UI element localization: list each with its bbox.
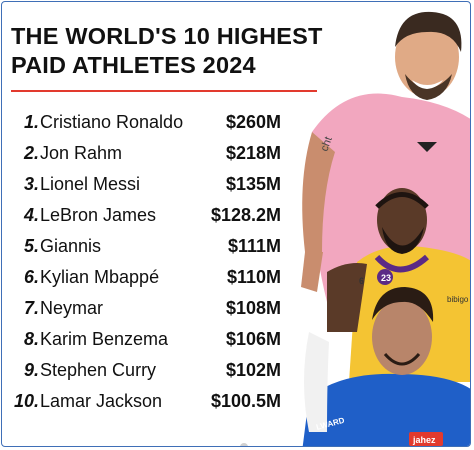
rank-number: 1. (23, 112, 39, 132)
title-divider (11, 90, 317, 92)
ranking-row-8: 8. Karim Benzema $106M (11, 324, 281, 355)
athlete-earnings: $106M (225, 329, 281, 349)
athlete-name: Stephen Curry (40, 360, 157, 380)
athlete-name: Jon Rahm (40, 143, 123, 163)
athlete-earnings: $135M (225, 174, 281, 194)
athlete-earnings: $108M (225, 298, 281, 318)
rank-number: 5. (23, 236, 39, 256)
jersey-badge-number: 23 (381, 273, 391, 283)
athlete-name: Lionel Messi (40, 174, 141, 194)
athlete-name: Lamar Jackson (40, 391, 163, 411)
ranking-row-6: 6. Kylian Mbappé $110M (11, 262, 281, 293)
rank-number: 7. (23, 298, 39, 318)
rank-number: 6. (23, 267, 39, 287)
ranking-row-4: 4. LeBron James $128.2M (11, 200, 281, 231)
ranking-row-7: 7. Neymar $108M (11, 293, 281, 324)
athlete-name: Kylian Mbappé (40, 267, 160, 287)
athlete-name: Karim Benzema (40, 329, 169, 349)
page-indicator-dot (240, 443, 248, 446)
ranking-row-2: 2. Jon Rahm $218M (11, 138, 281, 169)
rank-number: 8. (23, 329, 39, 349)
athlete-name: Giannis (40, 236, 102, 256)
title-line-1: THE WORLD'S 10 HIGHEST (11, 23, 323, 49)
rank-number: 4. (23, 205, 39, 225)
ranking-list: 1. Cristiano Ronaldo $260M 2. Jon Rahm $… (11, 107, 281, 417)
athlete-earnings: $260M (225, 112, 281, 132)
ranking-row-1: 1. Cristiano Ronaldo $260M (11, 107, 281, 138)
rank-number: 3. (23, 174, 39, 194)
jersey-sponsor-text: bibigo (447, 295, 469, 304)
ranking-row-3: 3. Lionel Messi $135M (11, 169, 281, 200)
athlete-earnings: $100.5M (210, 391, 281, 411)
athletes-photo-collage: cht 23 bibigo 6 (287, 2, 470, 446)
rank-number: 10. (13, 391, 39, 411)
athlete-name: Neymar (40, 298, 104, 318)
ranking-row-5: 5. Giannis $111M (11, 231, 281, 262)
ranking-row-10: 10. Lamar Jackson $100.5M (11, 386, 281, 417)
ranking-row-9: 9. Stephen Curry $102M (11, 355, 281, 386)
athlete-earnings: $102M (225, 360, 281, 380)
athlete-earnings: $128.2M (210, 205, 281, 225)
title-line-2: PAID ATHLETES 2024 (11, 52, 256, 78)
athlete-earnings: $111M (227, 236, 281, 256)
rank-number: 9. (23, 360, 39, 380)
jersey-top-text: cht (319, 135, 335, 153)
athlete-name: Cristiano Ronaldo (40, 112, 184, 132)
athlete-figure-blue-jersey: jahez LWARD (302, 287, 470, 446)
jersey-number-text: 6 (359, 276, 364, 286)
bottom-sponsor-text: jahez (412, 435, 436, 445)
athlete-earnings: $110M (226, 267, 281, 287)
rank-number: 2. (23, 143, 39, 163)
athlete-name: LeBron James (40, 205, 157, 225)
athletes-illustration: cht 23 bibigo 6 (301, 11, 470, 446)
page-title: THE WORLD'S 10 HIGHEST PAID ATHLETES 202… (11, 22, 341, 80)
athlete-earnings: $218M (225, 143, 281, 163)
